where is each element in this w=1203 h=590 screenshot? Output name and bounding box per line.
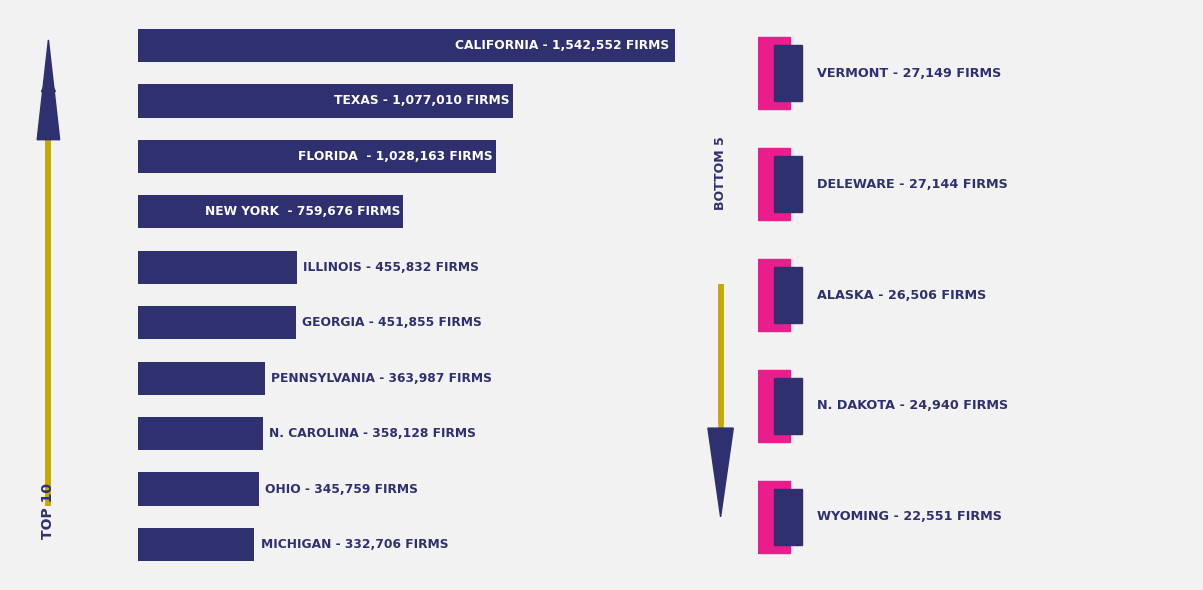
Text: MICHIGAN - 332,706 FIRMS: MICHIGAN - 332,706 FIRMS	[261, 538, 448, 551]
FancyBboxPatch shape	[753, 148, 790, 220]
Bar	[138, 528, 254, 561]
Text: DELEWARE - 27,144 FIRMS: DELEWARE - 27,144 FIRMS	[817, 178, 1008, 191]
Polygon shape	[707, 428, 734, 517]
Text: N. CAROLINA - 358,128 FIRMS: N. CAROLINA - 358,128 FIRMS	[269, 427, 476, 440]
Bar	[138, 29, 675, 62]
Text: OHIO - 345,759 FIRMS: OHIO - 345,759 FIRMS	[265, 483, 417, 496]
Text: N. DAKOTA - 24,940 FIRMS: N. DAKOTA - 24,940 FIRMS	[817, 399, 1008, 412]
Text: VERMONT - 27,149 FIRMS: VERMONT - 27,149 FIRMS	[817, 67, 1001, 80]
Text: CALIFORNIA - 1,542,552 FIRMS: CALIFORNIA - 1,542,552 FIRMS	[456, 39, 670, 52]
Text: NEW YORK  - 759,676 FIRMS: NEW YORK - 759,676 FIRMS	[205, 205, 399, 218]
Text: ILLINOIS - 455,832 FIRMS: ILLINOIS - 455,832 FIRMS	[303, 261, 479, 274]
Bar	[138, 140, 496, 173]
Bar	[138, 251, 297, 284]
Text: TOP 10: TOP 10	[41, 483, 55, 539]
FancyBboxPatch shape	[753, 259, 790, 331]
Text: GEORGIA - 451,855 FIRMS: GEORGIA - 451,855 FIRMS	[302, 316, 481, 329]
FancyBboxPatch shape	[774, 378, 802, 434]
FancyBboxPatch shape	[774, 45, 802, 101]
Bar	[138, 473, 259, 506]
Text: PENNSYLVANIA - 363,987 FIRMS: PENNSYLVANIA - 363,987 FIRMS	[272, 372, 492, 385]
FancyBboxPatch shape	[753, 481, 790, 553]
Text: BOTTOM 5: BOTTOM 5	[715, 136, 727, 210]
Text: TEXAS - 1,077,010 FIRMS: TEXAS - 1,077,010 FIRMS	[333, 94, 509, 107]
FancyBboxPatch shape	[753, 370, 790, 442]
Bar	[138, 84, 512, 117]
FancyBboxPatch shape	[774, 267, 802, 323]
Text: WYOMING - 22,551 FIRMS: WYOMING - 22,551 FIRMS	[817, 510, 1002, 523]
Bar	[138, 306, 296, 339]
Text: ALASKA - 26,506 FIRMS: ALASKA - 26,506 FIRMS	[817, 289, 986, 301]
Bar	[138, 195, 403, 228]
FancyBboxPatch shape	[753, 37, 790, 109]
Bar	[138, 417, 263, 450]
Text: FLORIDA  - 1,028,163 FIRMS: FLORIDA - 1,028,163 FIRMS	[298, 150, 492, 163]
FancyBboxPatch shape	[774, 156, 802, 212]
Polygon shape	[37, 40, 60, 140]
Bar	[138, 362, 265, 395]
FancyBboxPatch shape	[774, 489, 802, 545]
